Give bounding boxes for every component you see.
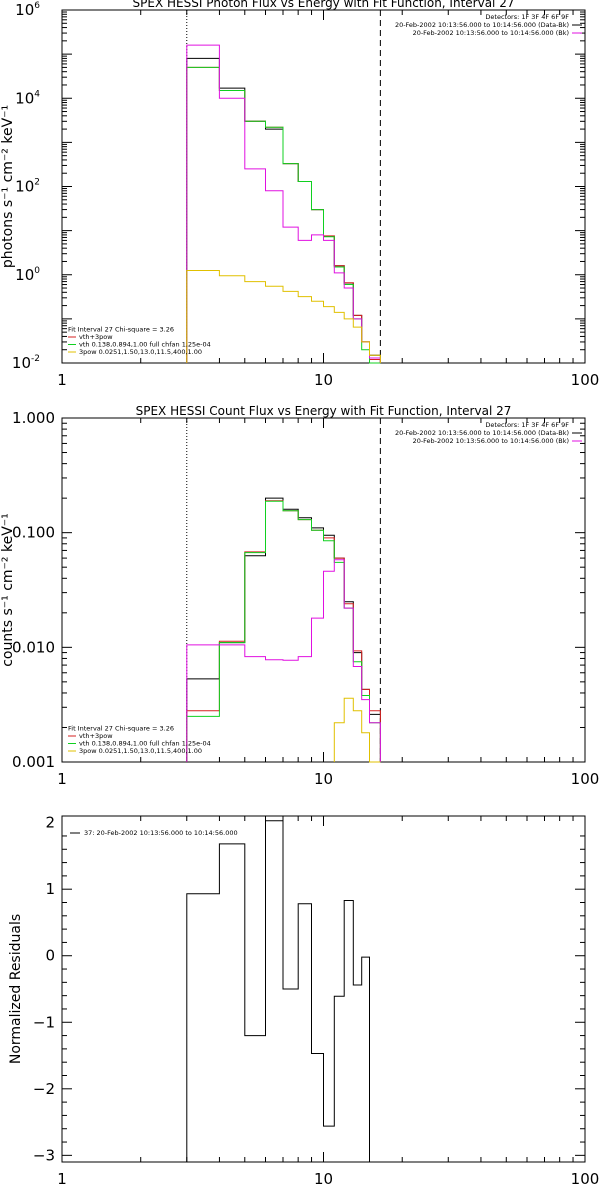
legend-bottom-text: 3pow 0.0251,1.50,13.0,11.5,400,1.00	[79, 747, 202, 755]
series-black-line	[186, 497, 381, 762]
series-magenta-line	[186, 44, 381, 363]
series-black-line	[186, 57, 381, 363]
y-tick-label: 2	[45, 814, 55, 832]
legend-top-text: Detectors: 1F 3F 4F 6F 9F	[485, 421, 569, 429]
series-black-line	[186, 820, 370, 1162]
x-tick-label: 10	[314, 770, 333, 788]
x-tick-label: 1	[57, 770, 67, 788]
x-tick-label: 10	[314, 371, 333, 389]
legend-top-text: 20-Feb-2002 10:13:56.000 to 10:14:56.000…	[413, 437, 569, 445]
plot-frame	[61, 9, 586, 364]
legend-top-text: 20-Feb-2002 10:13:56.000 to 10:14:56.000…	[413, 29, 569, 37]
series-yellow-line	[333, 697, 381, 763]
panel-2: SPEX HESSI Count Flux vs Energy with Fit…	[0, 404, 599, 788]
y-tick-label: −2	[33, 1080, 55, 1098]
y-tick-label: 1.000	[12, 409, 55, 427]
series-magenta-line	[186, 559, 381, 762]
y-tick-label: 104	[15, 89, 40, 107]
legend-bottom-text: Fit Interval 27 Chi-square = 3.26	[68, 725, 174, 733]
y-tick-exponent: 2	[34, 178, 40, 188]
legend-bottom-text: 3pow 0.0251,1.50,13.0,11.5,400,1.00	[79, 348, 202, 356]
x-tick-label: 1	[57, 1170, 67, 1188]
x-tick-label: 100	[571, 371, 600, 389]
y-tick-label: −3	[33, 1146, 55, 1164]
y-tick-exponent: -2	[31, 354, 40, 364]
y-tick-label: 10-2	[12, 354, 40, 372]
y-axis-label: photons s⁻¹ cm⁻² keV⁻¹	[0, 105, 16, 268]
legend-bottom-text: Fit Interval 27 Chi-square = 3.26	[68, 326, 174, 334]
y-axis-label: Normalized Residuals	[8, 914, 24, 1064]
y-tick-label: 0	[45, 947, 55, 965]
legend-top-left-text: 37: 20-Feb-2002 10:13:56.000 to 10:14:56…	[84, 829, 238, 837]
y-tick-label: 100	[15, 266, 40, 284]
legend-top-text: 20-Feb-2002 10:13:56.000 to 10:14:56.000…	[395, 429, 569, 437]
series-red-line	[186, 500, 381, 762]
chart-title: SPEX HESSI Count Flux vs Energy with Fit…	[136, 404, 512, 418]
panel-1: SPEX HESSI Photon Flux vs Energy with Fi…	[0, 0, 599, 389]
y-tick-exponent: 4	[34, 89, 40, 99]
legend-bottom-text: vth+3pow	[79, 333, 113, 341]
y-tick-label: 0.100	[12, 524, 55, 542]
legend-bottom-text: vth 0.138,0.894,1.00 full chfan 1.25e-04	[79, 740, 211, 748]
chart-title: SPEX HESSI Photon Flux vs Energy with Fi…	[133, 0, 515, 10]
y-tick-label: 0.010	[12, 638, 55, 656]
y-tick-label: 0.001	[12, 753, 55, 771]
y-tick-label: 106	[15, 1, 40, 19]
legend-top-text: 20-Feb-2002 10:13:56.000 to 10:14:56.000…	[395, 21, 569, 29]
y-axis-label: counts s⁻¹ cm⁻² keV⁻¹	[0, 513, 16, 667]
x-tick-label: 100	[571, 1170, 600, 1188]
legend-bottom-text: vth+3pow	[79, 732, 113, 740]
y-tick-label: 1	[45, 880, 55, 898]
x-tick-label: 100	[571, 770, 600, 788]
x-tick-label: 10	[314, 1170, 333, 1188]
legend-bottom-text: vth 0.138,0.894,1.00 full chfan 1.25e-04	[79, 341, 211, 349]
y-tick-exponent: 0	[34, 266, 40, 276]
y-tick-exponent: 6	[34, 1, 40, 11]
legend-top-text: Detectors: 1F 3F 4F 6F 9F	[485, 13, 569, 21]
panel-3: 1 10 100 −3 −2 −1 0 1 2 Normalized Residuals 37: 2…	[8, 814, 599, 1188]
x-tick-label: 1	[57, 371, 67, 389]
series-yellow-line	[186, 270, 381, 363]
series-green-line	[186, 500, 381, 762]
y-tick-label: −1	[33, 1013, 55, 1031]
y-tick-label: 102	[15, 178, 40, 196]
